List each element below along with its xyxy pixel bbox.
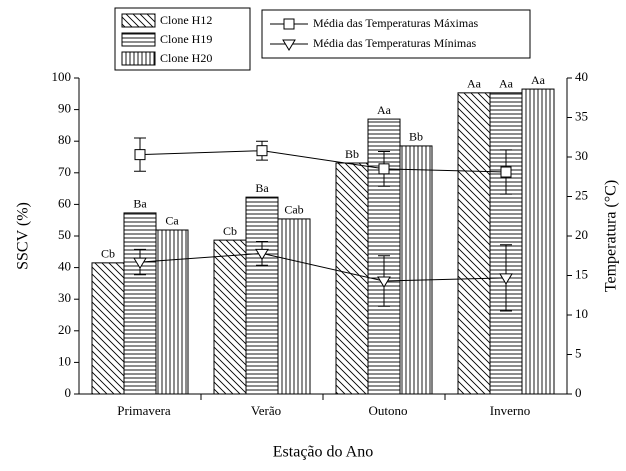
- x-tick-label: Outono: [369, 403, 408, 418]
- legend-label: Clone H12: [160, 13, 212, 27]
- y-tick-label: 90: [58, 101, 71, 116]
- y2-tick-label: 40: [575, 69, 588, 84]
- marker: [378, 163, 390, 175]
- x-tick-label: Inverno: [490, 403, 530, 418]
- y2-tick-label: 0: [575, 385, 582, 400]
- marker: [255, 248, 269, 261]
- bar: [213, 239, 247, 395]
- legend-label: Clone H19: [160, 32, 212, 46]
- bar: [489, 92, 523, 395]
- marker: [377, 276, 391, 289]
- bar-label: Aa: [531, 73, 546, 87]
- bar-label: Ba: [255, 181, 269, 195]
- line: [139, 252, 507, 282]
- bar: [91, 262, 125, 395]
- y2-tick-label: 25: [575, 187, 588, 202]
- marker: [500, 166, 512, 178]
- x-tick-label: Verão: [251, 403, 281, 418]
- marker: [499, 273, 513, 285]
- bar-label: Ca: [165, 214, 179, 228]
- y-tick-label: 60: [58, 195, 71, 210]
- y2-tick-label: 10: [575, 306, 588, 321]
- y-tick-label: 40: [58, 259, 71, 274]
- bar-label: Bb: [345, 147, 359, 161]
- y2-tick-label: 15: [575, 266, 588, 281]
- bar-label: Aa: [467, 77, 482, 91]
- bar-label: Cb: [101, 247, 115, 261]
- legend-marker: [282, 39, 296, 51]
- y2-tick-label: 35: [575, 108, 588, 123]
- bar: [399, 145, 433, 395]
- y-tick-label: 10: [58, 353, 71, 368]
- marker: [256, 145, 268, 157]
- legend-box: [114, 7, 251, 71]
- bar-label: Aa: [377, 103, 392, 117]
- legend-swatch: [121, 13, 156, 28]
- marker: [133, 257, 147, 270]
- bar: [277, 218, 311, 395]
- y-tick-label: 20: [58, 322, 71, 337]
- x-tick-label: Primavera: [117, 403, 171, 418]
- y2-tick-label: 5: [575, 345, 582, 360]
- legend-marker: [283, 18, 295, 30]
- x-axis-title: Estação do Ano: [273, 444, 373, 461]
- bar: [335, 162, 369, 395]
- line: [139, 150, 507, 173]
- legend-label: Média das Temperaturas Mínimas: [313, 36, 477, 50]
- y-tick-label: 50: [58, 227, 71, 242]
- bar: [123, 212, 157, 395]
- bar-label: Ba: [133, 197, 147, 211]
- bar-label: Cb: [223, 224, 237, 238]
- y-tick-label: 80: [58, 132, 71, 147]
- legend-box: [261, 9, 531, 59]
- bar: [457, 92, 491, 395]
- bar-label: Bb: [409, 130, 423, 144]
- y-tick-label: 30: [58, 290, 71, 305]
- y2-axis-title: Temperatura (°C): [603, 180, 620, 292]
- legend-swatch: [121, 51, 156, 66]
- y-tick-label: 100: [52, 69, 72, 84]
- legend-label: Média das Temperaturas Máximas: [313, 16, 479, 30]
- y2-tick-label: 20: [575, 227, 588, 242]
- bar: [245, 196, 279, 395]
- y-tick-label: 0: [65, 385, 72, 400]
- marker: [134, 149, 146, 161]
- legend-label: Clone H20: [160, 51, 212, 65]
- bar: [155, 229, 189, 395]
- y2-tick-label: 30: [575, 148, 588, 163]
- bar: [521, 88, 555, 395]
- y-axis-title: SSCV (%): [15, 202, 32, 270]
- y-tick-label: 70: [58, 164, 71, 179]
- legend-swatch: [121, 32, 156, 47]
- bar-label: Aa: [499, 77, 514, 91]
- bar-label: Cab: [284, 203, 303, 217]
